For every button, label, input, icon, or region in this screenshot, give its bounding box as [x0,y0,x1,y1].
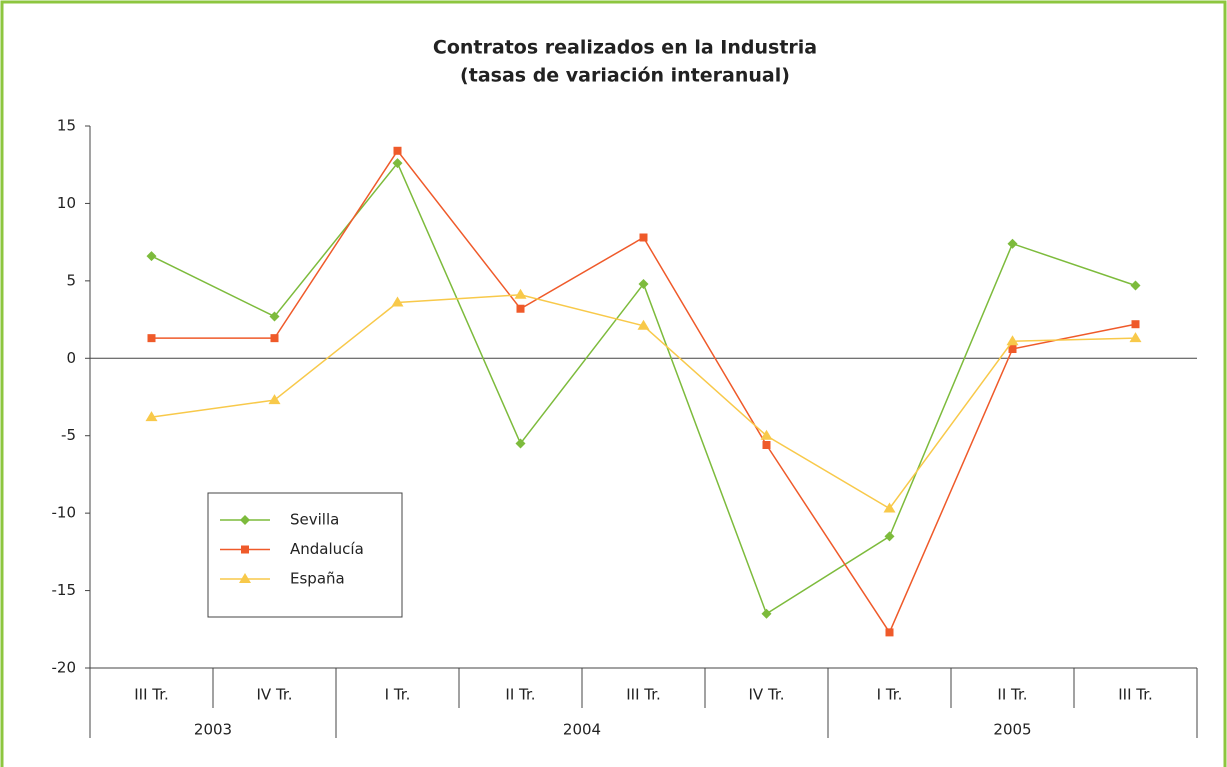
marker [516,304,525,313]
x-tick-label: I Tr. [385,686,411,704]
marker [146,251,157,262]
y-tick-label: -20 [52,659,77,677]
marker [239,573,251,583]
legend-box [207,492,403,618]
x-tick-label: IV Tr. [257,686,293,704]
y-tick-label: -10 [52,504,77,522]
x-tick-label: III Tr. [134,686,169,704]
marker [760,429,773,440]
marker [637,319,650,330]
marker [1131,320,1140,329]
marker [761,608,772,619]
legend-label: Andalucía [290,540,364,558]
marker [1008,344,1017,353]
marker [762,441,771,450]
group-label: 2004 [563,721,601,739]
chart-subtitle: (tasas de variación interanual) [460,65,790,87]
x-tick-label: I Tr. [877,686,903,704]
x-tick-label: II Tr. [997,686,1027,704]
group-label: 2003 [194,721,232,739]
marker [1006,335,1019,346]
marker [1130,280,1141,291]
x-tick-label: IV Tr. [749,686,785,704]
y-tick-label: 5 [66,271,76,289]
marker [240,515,250,525]
y-tick-label: 0 [66,349,76,367]
chart-title: Contratos realizados en la Industria [433,37,817,59]
marker [241,545,249,554]
marker [1007,238,1018,249]
marker [391,296,404,307]
marker [638,278,649,289]
x-tick-label: III Tr. [1118,686,1153,704]
y-tick-label: 15 [57,117,76,135]
marker [639,233,648,242]
y-tick-label: 10 [57,194,76,212]
marker [392,158,403,169]
marker [145,411,158,422]
marker [514,288,527,299]
marker [515,438,526,449]
marker [268,394,281,405]
marker [269,311,280,322]
group-label: 2005 [993,721,1031,739]
x-tick-label: III Tr. [626,686,661,704]
x-tick-label: II Tr. [505,686,535,704]
y-tick-label: -15 [52,581,77,599]
marker [147,334,156,343]
marker [393,146,402,155]
y-tick-label: -5 [61,426,76,444]
legend-label: España [290,570,345,588]
legend-label: Sevilla [290,511,339,529]
marker [885,628,894,637]
marker [883,502,896,513]
marker [884,531,895,542]
marker [270,334,279,343]
marker [1129,332,1142,343]
